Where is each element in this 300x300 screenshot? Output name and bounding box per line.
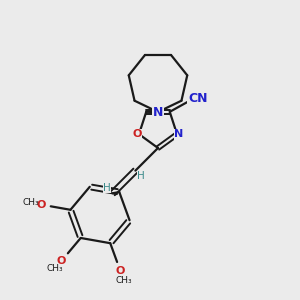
Text: CH₃: CH₃ bbox=[47, 264, 63, 273]
Text: CH₃: CH₃ bbox=[116, 276, 132, 285]
Text: O: O bbox=[36, 200, 46, 210]
Text: H: H bbox=[137, 171, 145, 181]
Text: H: H bbox=[103, 183, 111, 193]
Text: O: O bbox=[132, 129, 142, 139]
Text: CN: CN bbox=[188, 92, 208, 105]
Text: O: O bbox=[57, 256, 66, 266]
Text: O: O bbox=[116, 266, 125, 276]
Text: CH₃: CH₃ bbox=[23, 198, 39, 207]
Text: N: N bbox=[174, 129, 184, 139]
Text: N: N bbox=[153, 106, 163, 118]
